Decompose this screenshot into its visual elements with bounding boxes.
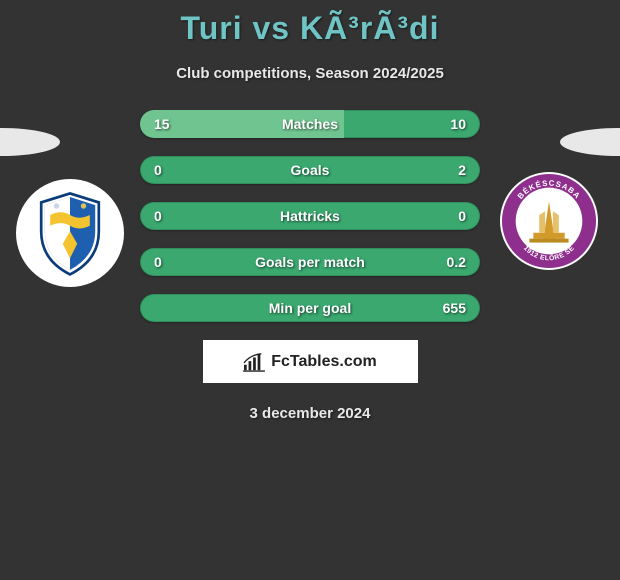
stat-label: Goals	[140, 156, 480, 184]
page-title: Turi vs KÃ³rÃ³di	[0, 0, 620, 47]
brand-text: FcTables.com	[271, 353, 377, 371]
stat-right-value: 655	[443, 294, 466, 322]
bar-chart-icon	[243, 352, 265, 372]
stat-row-min-per-goal: Min per goal 655	[140, 294, 480, 322]
stat-row-goals-per-match: 0 Goals per match 0.2	[140, 248, 480, 276]
stat-row-matches: 15 Matches 10	[140, 110, 480, 138]
stat-right-value: 0.2	[447, 248, 466, 276]
brand-footer[interactable]: FcTables.com	[203, 340, 418, 383]
stat-label: Min per goal	[140, 294, 480, 322]
bekescsaba-crest-icon: BÉKÉSCSABA 1912 ELŐRE SE	[500, 172, 598, 270]
stat-label: Goals per match	[140, 248, 480, 276]
decor-ellipse-left	[0, 128, 60, 156]
footer-date: 3 december 2024	[0, 405, 620, 422]
stats-container: 15 Matches 10 0 Goals 2 0 Hattricks 0 0 …	[140, 110, 480, 322]
stat-label: Matches	[140, 110, 480, 138]
kozarmisleny-crest-icon	[25, 188, 115, 278]
stat-right-value: 10	[450, 110, 466, 138]
stat-right-value: 0	[458, 202, 466, 230]
stat-right-value: 2	[458, 156, 466, 184]
stat-row-goals: 0 Goals 2	[140, 156, 480, 184]
stat-row-hattricks: 0 Hattricks 0	[140, 202, 480, 230]
team-right-badge: BÉKÉSCSABA 1912 ELŐRE SE	[500, 172, 598, 270]
stat-label: Hattricks	[140, 202, 480, 230]
season-subtitle: Club competitions, Season 2024/2025	[0, 65, 620, 82]
team-left-badge	[16, 179, 124, 287]
decor-ellipse-right	[560, 128, 620, 156]
